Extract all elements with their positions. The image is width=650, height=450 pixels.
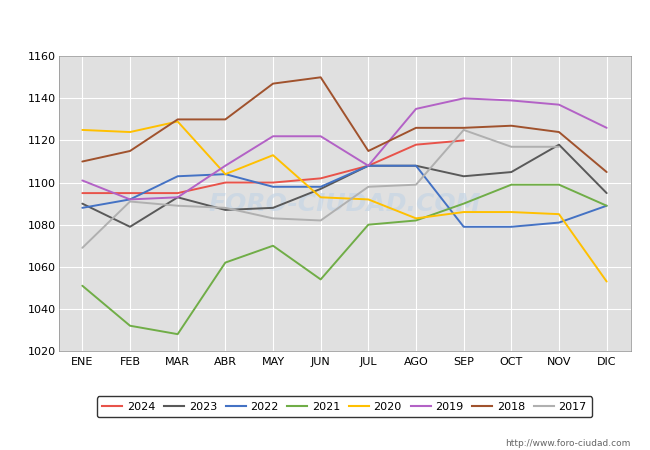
Text: Afiliados en Mesía a 30/9/2024: Afiliados en Mesía a 30/9/2024 bbox=[182, 14, 468, 33]
Legend: 2024, 2023, 2022, 2021, 2020, 2019, 2018, 2017: 2024, 2023, 2022, 2021, 2020, 2019, 2018… bbox=[97, 396, 592, 418]
Text: http://www.foro-ciudad.com: http://www.foro-ciudad.com bbox=[505, 439, 630, 448]
Text: FORO-CIUDAD.COM: FORO-CIUDAD.COM bbox=[208, 192, 481, 216]
